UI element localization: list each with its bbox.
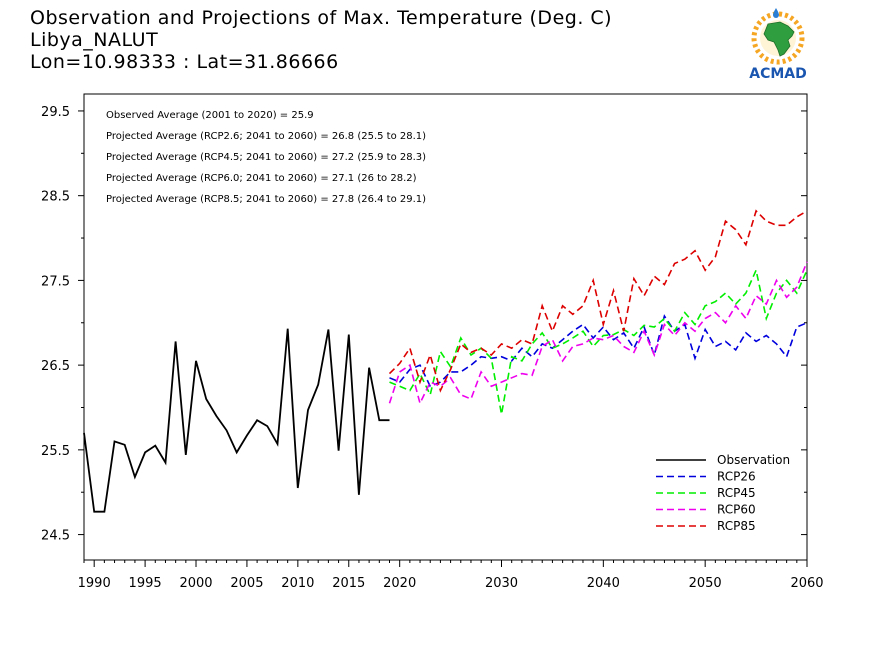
chart-title: Observation and Projections of Max. Temp… (30, 7, 613, 29)
y-tick-label: 25.5 (41, 444, 70, 459)
legend: Observation RCP26 RCP45 RCP60 RCP85 (656, 453, 790, 533)
y-tick-label: 27.5 (41, 274, 70, 289)
legend-label-observation: Observation (717, 453, 790, 467)
series-layer (83, 209, 808, 513)
x-tick-label: 1990 (78, 576, 111, 591)
series-line-rcp60 (388, 261, 808, 406)
title-block: Observation and Projections of Max. Temp… (30, 7, 612, 73)
station-name: Libya_NALUT (30, 29, 159, 51)
y-tick-label: 29.5 (41, 105, 70, 120)
acmad-logo: ACMAD (749, 8, 807, 82)
series-line-rcp45 (389, 267, 808, 415)
africa-map-icon (763, 21, 795, 57)
x-tick-label: 2050 (689, 576, 722, 591)
x-tick-label: 2030 (485, 576, 518, 591)
legend-label-rcp26: RCP26 (717, 470, 756, 484)
x-tick-label: 2015 (332, 576, 365, 591)
stat-rcp85-average: Projected Average (RCP8.5; 2041 to 2060)… (106, 194, 426, 205)
series-line-observation (83, 328, 390, 513)
station-coordinates: Lon=10.98333 : Lat=31.86666 (30, 51, 339, 73)
series-line-rcp26 (389, 314, 808, 388)
x-tick-label: 2010 (281, 576, 314, 591)
stat-rcp26-average: Projected Average (RCP2.6; 2041 to 2060)… (106, 131, 426, 142)
y-tick-label: 24.5 (41, 529, 70, 544)
legend-label-rcp85: RCP85 (717, 519, 756, 533)
legend-label-rcp60: RCP60 (717, 503, 756, 517)
x-tick-label: 2000 (179, 576, 212, 591)
stats-annotations: Observed Average (2001 to 2020) = 25.9 P… (106, 110, 426, 205)
x-tick-label: 1995 (129, 576, 162, 591)
legend-label-rcp45: RCP45 (717, 486, 756, 500)
stat-rcp45-average: Projected Average (RCP4.5; 2041 to 2060)… (106, 152, 426, 163)
water-drop-icon (773, 8, 779, 18)
y-axis: 24.5 25.5 26.5 27.5 28.5 29.5 (41, 105, 807, 544)
plot-frame (83, 93, 808, 561)
series-line-rcp85 (388, 209, 808, 393)
y-tick-label: 26.5 (41, 359, 70, 374)
stat-rcp60-average: Projected Average (RCP6.0; 2041 to 2060)… (106, 173, 417, 184)
y-tick-label: 28.5 (41, 190, 70, 205)
x-tick-label: 2005 (230, 576, 263, 591)
x-tick-label: 2020 (383, 576, 416, 591)
x-axis: 1990 1995 2000 2005 2010 2015 2020 2030 2040 2050… (78, 560, 824, 591)
stat-observed-average: Observed Average (2001 to 2020) = 25.9 (106, 110, 314, 121)
x-tick-label: 2060 (790, 576, 823, 591)
logo-text: ACMAD (749, 66, 807, 82)
x-tick-label: 2040 (587, 576, 620, 591)
